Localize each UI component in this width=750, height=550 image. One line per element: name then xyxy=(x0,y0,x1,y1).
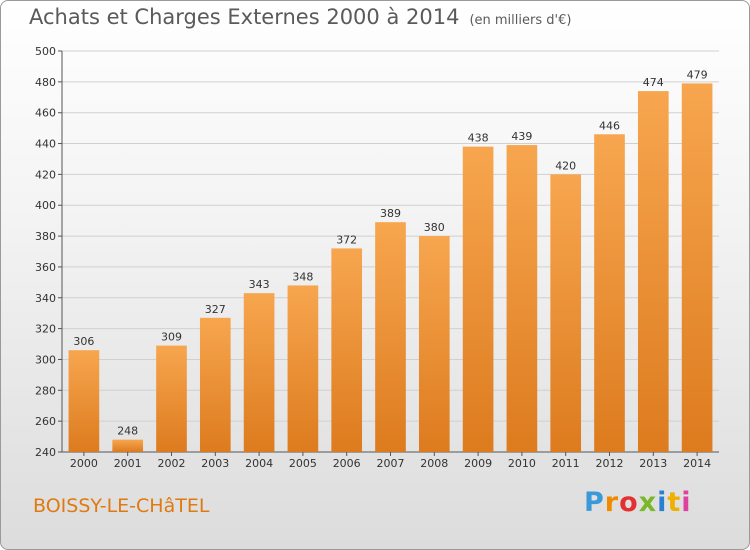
proxiti-logo[interactable]: Proxiti xyxy=(584,487,692,518)
y-tick-label: 240 xyxy=(35,446,56,459)
data-label-2008: 380 xyxy=(424,221,445,234)
data-label-2003: 327 xyxy=(205,303,226,316)
bars xyxy=(68,83,713,453)
chart-title: Achats et Charges Externes 2000 à 2014 (e… xyxy=(29,5,571,29)
logo-letter: t xyxy=(667,487,682,518)
x-tick-label-2007: 2007 xyxy=(377,457,405,470)
data-label-2002: 309 xyxy=(161,331,182,344)
logo-letter: x xyxy=(638,487,658,518)
bar-2002 xyxy=(156,345,187,452)
y-tick-label: 400 xyxy=(35,199,56,212)
data-labels: 306 248 309 327 343 348 372 389 380 438 439 420 446 4… xyxy=(73,68,707,437)
data-label-2011: 420 xyxy=(555,159,576,172)
y-tick-label: 480 xyxy=(35,76,56,89)
bar-2001 xyxy=(112,439,144,452)
x-tick-label-2004: 2004 xyxy=(245,457,273,470)
x-tick-label-2006: 2006 xyxy=(333,457,361,470)
y-tick-label: 280 xyxy=(35,384,56,397)
x-tick-label-2000: 2000 xyxy=(70,457,98,470)
data-label-2004: 343 xyxy=(249,278,270,291)
bar-2005 xyxy=(287,285,319,452)
y-tick-label: 380 xyxy=(35,230,56,243)
data-label-2009: 438 xyxy=(468,132,489,145)
x-tick-label-2001: 2001 xyxy=(114,457,142,470)
y-tick-label: 320 xyxy=(35,323,56,336)
x-tick-label-2002: 2002 xyxy=(158,457,186,470)
bar-2006 xyxy=(331,248,363,452)
x-tick-label-2003: 2003 xyxy=(201,457,229,470)
y-tick-label: 260 xyxy=(35,415,56,428)
title-unit: (en milliers d'€) xyxy=(469,13,572,28)
bar-2008 xyxy=(418,236,450,452)
x-tick-label-2005: 2005 xyxy=(289,457,317,470)
x-tick-label-2009: 2009 xyxy=(464,457,492,470)
x-tick-label-2014: 2014 xyxy=(683,457,711,470)
axes: 240 260 280 300 320 340 360 380 400 420 440 460 480 5… xyxy=(35,45,719,470)
bar-2000 xyxy=(68,350,100,452)
bar-2009 xyxy=(462,146,494,452)
logo-letter: o xyxy=(619,487,639,518)
y-tick-label: 340 xyxy=(35,292,56,305)
bar-2013 xyxy=(637,91,669,452)
data-label-2012: 446 xyxy=(599,119,620,132)
city-name: BOISSY-LE-CHâTEL xyxy=(33,495,210,517)
logo-letter: i xyxy=(681,487,692,518)
data-label-2013: 474 xyxy=(643,76,664,89)
x-tick-label-2010: 2010 xyxy=(508,457,536,470)
logo-letter: i xyxy=(657,487,668,518)
x-tick-label-2008: 2008 xyxy=(420,457,448,470)
logo-letter: P xyxy=(584,487,605,518)
x-tick-label-2012: 2012 xyxy=(596,457,624,470)
data-label-2001: 248 xyxy=(117,425,138,438)
bar-2012 xyxy=(594,134,625,453)
data-label-2014: 479 xyxy=(687,68,708,81)
data-label-2010: 439 xyxy=(511,130,532,143)
y-tick-label: 440 xyxy=(35,138,56,151)
y-tick-label: 460 xyxy=(35,107,56,120)
logo-letter: r xyxy=(604,487,620,518)
data-label-2006: 372 xyxy=(336,233,357,246)
data-label-2005: 348 xyxy=(292,270,313,283)
title-text: Achats et Charges Externes 2000 à 2014 xyxy=(29,5,460,29)
data-label-2000: 306 xyxy=(73,335,94,348)
x-tick-label-2011: 2011 xyxy=(552,457,580,470)
bar-2004 xyxy=(243,293,275,452)
data-label-2007: 389 xyxy=(380,207,401,220)
bar-2011 xyxy=(550,174,582,452)
bar-2010 xyxy=(506,145,538,453)
bar-2007 xyxy=(375,222,406,452)
bar-2014 xyxy=(681,83,713,452)
bar-2003 xyxy=(199,317,231,452)
y-tick-label: 300 xyxy=(35,353,56,366)
x-tick-label-2013: 2013 xyxy=(639,457,667,470)
y-tick-label: 500 xyxy=(35,45,56,58)
y-tick-label: 360 xyxy=(35,261,56,274)
y-tick-label: 420 xyxy=(35,168,56,181)
